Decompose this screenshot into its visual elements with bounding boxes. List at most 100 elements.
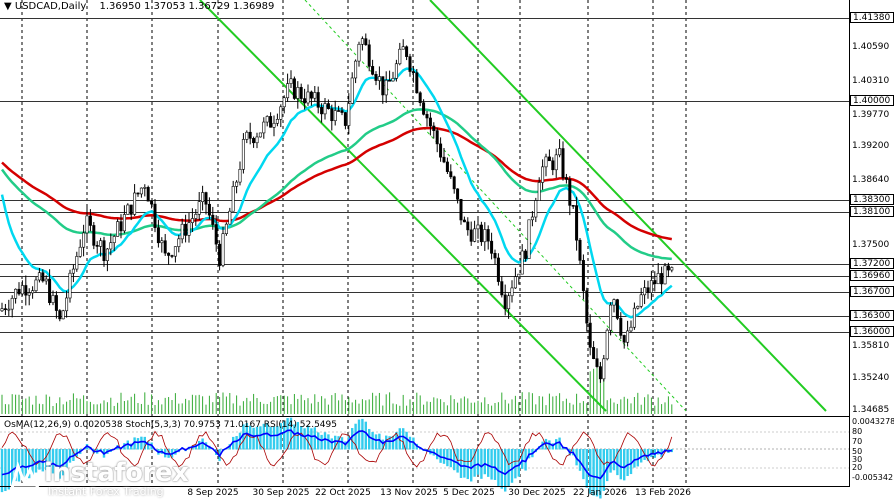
osma-bar [388, 436, 391, 450]
logo-text: instaforex [44, 458, 189, 488]
osma-bar [147, 441, 150, 450]
osma-bar [385, 435, 388, 450]
candle-body [3, 308, 7, 311]
candle-body [445, 161, 449, 172]
osma-bar [55, 449, 58, 478]
osma-bar [242, 424, 245, 450]
candle-body [112, 236, 116, 243]
osma-bar [487, 449, 490, 477]
indicator-label: 0.0043278 [852, 417, 894, 426]
candle-body [541, 166, 545, 183]
price-label: 1.36960 [850, 270, 894, 281]
indicator-label: 20 [852, 463, 863, 472]
candle-body [235, 181, 239, 187]
osma-bar [585, 449, 588, 488]
osma-bar [453, 449, 456, 471]
candle-body [126, 204, 130, 215]
price-label: 1.38100 [850, 206, 894, 217]
osma-bar [286, 418, 289, 450]
candle-body [605, 329, 609, 360]
osma-bar [470, 449, 473, 482]
candle-body [279, 106, 283, 120]
candle-body [31, 290, 35, 294]
candle-body [578, 239, 582, 261]
osma-bar [249, 425, 252, 450]
osma-bar [327, 434, 330, 450]
candle-body [163, 240, 167, 254]
indicator-label: 70 [852, 437, 863, 446]
candle-body [388, 79, 392, 82]
candle-body [432, 125, 436, 131]
osma-bar [463, 449, 466, 478]
candle-body [639, 294, 643, 307]
candle-body [524, 250, 528, 259]
osma-bar [0, 449, 4, 493]
candle-body [20, 285, 24, 295]
osma-bar [517, 449, 520, 477]
price-label: 1.38640 [852, 175, 890, 185]
candlesticks [0, 33, 674, 383]
osma-bar [476, 449, 480, 475]
candle-body [150, 200, 154, 205]
candle-body [17, 288, 21, 295]
candle-body [248, 131, 252, 139]
osma-bar [371, 431, 374, 450]
candle-body [496, 257, 500, 282]
candle-body [177, 238, 181, 247]
candle-body [269, 116, 273, 128]
osma-bar [4, 449, 7, 492]
osma-bar [459, 449, 463, 478]
osma-bar [201, 438, 204, 450]
candle-body [622, 335, 626, 343]
indicator-header: OsMA(12,26,9) 0.0020538 Stoch(5,3,3) 70.… [4, 420, 337, 430]
candle-body [201, 192, 205, 203]
osma-bar [300, 426, 303, 450]
candle-body [656, 273, 660, 285]
candle-body [493, 253, 497, 259]
candle-body [663, 265, 667, 285]
osma-bar [252, 427, 255, 450]
candle-body [48, 278, 52, 303]
price-label: 1.36300 [850, 310, 894, 321]
candle-body [544, 156, 548, 168]
candle-body [238, 169, 242, 183]
osma-bar [323, 432, 327, 450]
price-label: 1.39200 [852, 141, 890, 151]
osma-bar [364, 421, 367, 450]
osma-bar [589, 449, 592, 494]
candle-body [231, 186, 235, 212]
candle-body [609, 304, 613, 331]
candle-body [340, 110, 344, 113]
osma-bar [289, 417, 293, 450]
candle-body [326, 103, 330, 109]
candle-body [211, 214, 215, 225]
candle-body [381, 76, 385, 96]
osma-bar [351, 428, 354, 450]
candle-body [214, 224, 218, 245]
osma-bar [504, 449, 507, 492]
candle-body [272, 122, 276, 128]
candle-body [306, 91, 310, 104]
osma-bar [599, 449, 602, 499]
candle-body [282, 97, 286, 108]
date-label: 13 Nov 2025 [380, 488, 438, 498]
osma-bar [11, 449, 14, 485]
candle-body [262, 121, 266, 134]
candle-body [173, 246, 177, 257]
osma-bar [592, 449, 595, 496]
osma-bar [28, 449, 31, 479]
candle-body [660, 273, 664, 285]
candle-body [354, 60, 358, 79]
candle-body [595, 358, 599, 367]
candle-body [537, 182, 541, 201]
osma-bar [398, 428, 401, 450]
candle-body [384, 79, 388, 96]
candle-body [61, 310, 65, 320]
osma-bar [357, 419, 361, 450]
candle-body [54, 295, 58, 311]
candle-body [517, 273, 521, 278]
price-label: 1.34685 [852, 405, 890, 415]
candle-body [275, 118, 279, 124]
candle-body [224, 223, 228, 234]
